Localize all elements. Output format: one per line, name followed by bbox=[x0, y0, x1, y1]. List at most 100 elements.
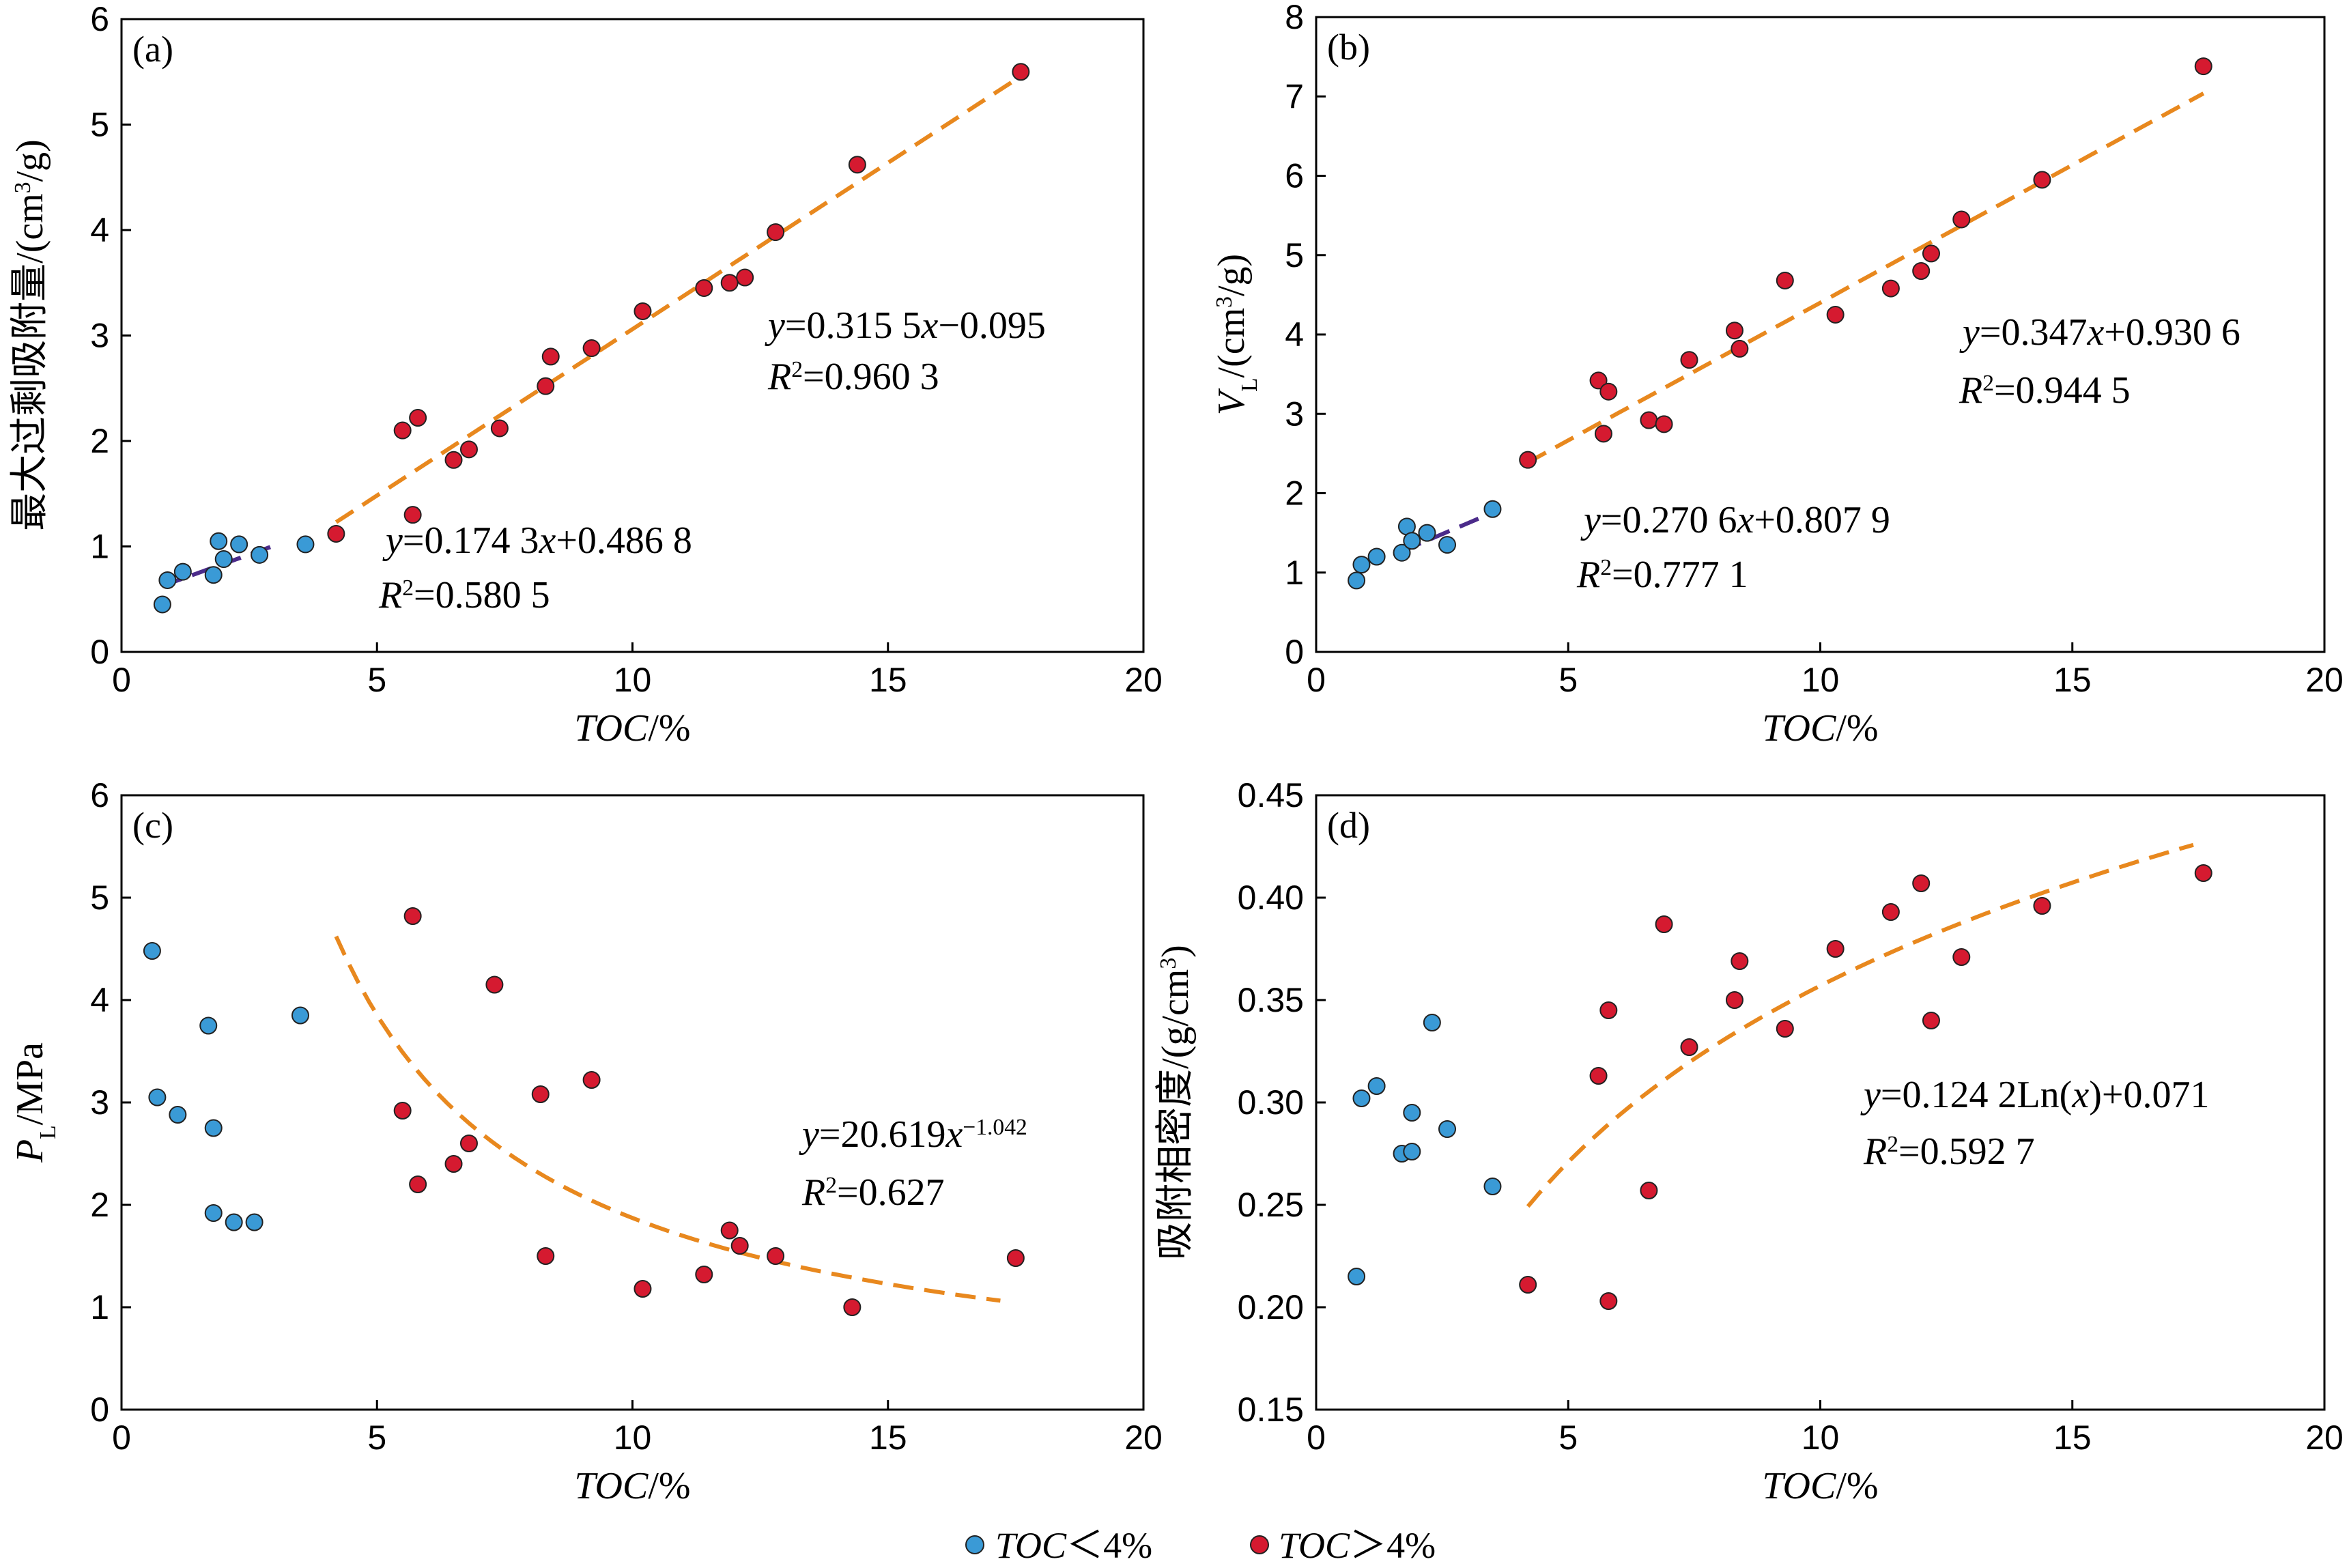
y-tick-label: 4 bbox=[90, 981, 109, 1019]
data-point bbox=[291, 1006, 309, 1025]
chart-panel-b: 0 5 10 15 20 0 1 2 3 4 5 6 7 8 (b) TOC/% VL/(cm3/g) y=0.3… bbox=[1210, 0, 2344, 750]
data-point bbox=[843, 1298, 862, 1316]
data-point bbox=[1680, 1038, 1698, 1056]
y-tick-label: 6 bbox=[90, 0, 109, 38]
data-point bbox=[2194, 57, 2212, 76]
y-tick-label: 0.35 bbox=[1238, 981, 1304, 1019]
data-point bbox=[393, 421, 412, 440]
fit-r-squared: R2=0.944 5 bbox=[1959, 369, 2131, 412]
x-tick-label: 5 bbox=[1558, 1419, 1578, 1457]
x-tick-label: 0 bbox=[1307, 661, 1326, 699]
panel-label: (c) bbox=[132, 805, 173, 846]
data-point bbox=[582, 1071, 601, 1089]
fit-r-squared: R2=0.960 3 bbox=[767, 356, 939, 398]
data-point bbox=[210, 532, 228, 550]
fit-line bbox=[334, 935, 1001, 1303]
x-tick-label: 15 bbox=[2053, 661, 2092, 699]
data-point bbox=[720, 1221, 739, 1240]
x-tick-label: 20 bbox=[2305, 661, 2344, 699]
data-point bbox=[1589, 371, 1608, 390]
data-point bbox=[403, 506, 422, 524]
fit-r-squared: R2=0.777 1 bbox=[1576, 554, 1748, 596]
data-point bbox=[1640, 1182, 1658, 1199]
data-point bbox=[1826, 940, 1845, 958]
data-point bbox=[1655, 415, 1673, 433]
legend: TOC＜4% TOC＞4% bbox=[965, 1525, 1436, 1566]
x-tick-label: 10 bbox=[1802, 1419, 1840, 1457]
y-tick-label: 0.25 bbox=[1238, 1186, 1304, 1224]
x-tick-label: 15 bbox=[869, 661, 907, 699]
data-point bbox=[214, 550, 233, 569]
data-point bbox=[409, 409, 427, 427]
y-tick-label: 3 bbox=[90, 317, 109, 355]
data-point bbox=[1725, 322, 1743, 340]
fit-equation: y=0.270 6x+0.807 9 bbox=[1580, 499, 1890, 541]
panel-label: (d) bbox=[1327, 805, 1370, 846]
data-point bbox=[1393, 543, 1411, 562]
data-point bbox=[767, 223, 785, 242]
x-axis-label: TOC/% bbox=[574, 707, 690, 750]
x-tick-label: 5 bbox=[1558, 661, 1578, 699]
data-point bbox=[245, 1213, 264, 1231]
y-tick-label: 0.15 bbox=[1238, 1391, 1304, 1429]
y-tick-label: 0.30 bbox=[1238, 1083, 1304, 1122]
legend-marker-low bbox=[965, 1535, 984, 1554]
data-point bbox=[736, 268, 754, 287]
data-point bbox=[1881, 903, 1900, 921]
data-point bbox=[1438, 536, 1457, 554]
y-tick-label: 0 bbox=[90, 633, 109, 671]
fit-r-squared: R2=0.592 7 bbox=[1863, 1130, 2035, 1173]
fit-equation: y=0.315 5x−0.095 bbox=[765, 304, 1046, 347]
data-point bbox=[1881, 279, 1900, 298]
data-point bbox=[720, 274, 739, 292]
y-axis-label: VL/(cm3/g) bbox=[1210, 254, 1262, 415]
data-point bbox=[1438, 1120, 1457, 1138]
panels: 0 5 10 15 200123456(a)TOC/%最大过剩吸附量/(cm3/g)y=… bbox=[9, 0, 2344, 1507]
data-point bbox=[1599, 1001, 1618, 1019]
data-point bbox=[1922, 1012, 1940, 1029]
data-point bbox=[169, 1106, 187, 1124]
data-point bbox=[848, 156, 866, 174]
y-tick-label: 8 bbox=[1285, 0, 1304, 36]
data-point bbox=[296, 535, 315, 554]
chart-panel-c: 0 5 10 15 20 0 1 2 3 4 5 6 (c) TOC/% PL/MPa y=20.619x−1… bbox=[9, 776, 1163, 1507]
data-point bbox=[1952, 948, 1971, 966]
data-point bbox=[1403, 532, 1421, 550]
data-point bbox=[148, 1088, 167, 1107]
x-tick-label: 20 bbox=[1124, 661, 1163, 699]
data-point bbox=[1006, 1249, 1025, 1267]
data-point bbox=[1519, 1276, 1537, 1294]
data-point bbox=[1912, 262, 1931, 280]
data-point bbox=[1640, 411, 1658, 429]
data-point bbox=[393, 1102, 412, 1120]
data-point bbox=[204, 566, 223, 584]
data-point bbox=[1367, 547, 1386, 566]
data-point bbox=[459, 1135, 478, 1152]
fit-line bbox=[1526, 842, 2194, 1208]
data-point bbox=[1403, 1104, 1421, 1122]
x-tick-label: 0 bbox=[1307, 1419, 1326, 1457]
x-tick-label: 20 bbox=[2305, 1419, 2344, 1457]
data-point bbox=[143, 942, 161, 960]
data-point bbox=[582, 339, 601, 358]
y-tick-label: 4 bbox=[90, 211, 109, 249]
data-point bbox=[204, 1119, 223, 1137]
data-point bbox=[485, 975, 504, 994]
fit-line bbox=[334, 74, 1023, 524]
data-point bbox=[1912, 874, 1931, 892]
data-point bbox=[1403, 1143, 1421, 1160]
data-point bbox=[230, 535, 248, 554]
legend-label-high: TOC＞4% bbox=[1279, 1525, 1436, 1566]
data-point bbox=[1589, 1067, 1608, 1085]
data-point bbox=[1922, 244, 1940, 263]
data-point bbox=[2194, 864, 2212, 882]
data-point bbox=[730, 1237, 749, 1255]
data-point bbox=[204, 1204, 223, 1222]
data-point bbox=[1776, 1020, 1794, 1038]
data-point bbox=[199, 1016, 218, 1035]
data-point bbox=[444, 451, 463, 469]
y-tick-label: 2 bbox=[90, 1186, 109, 1224]
data-point bbox=[1367, 1077, 1386, 1095]
data-point bbox=[1680, 351, 1698, 369]
